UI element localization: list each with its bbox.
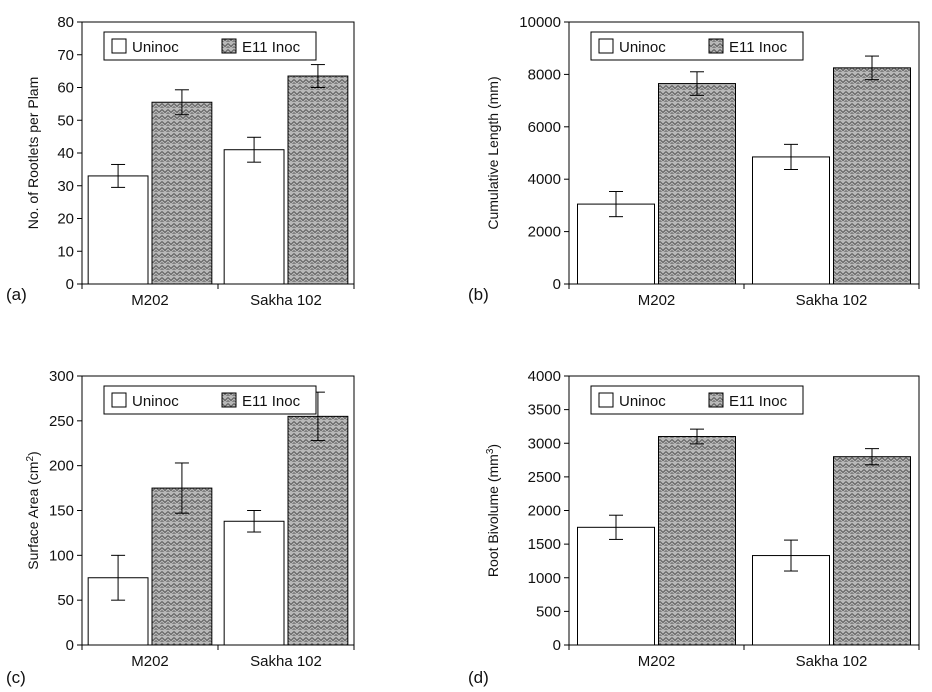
y-tick-label: 50 (57, 112, 74, 129)
y-tick-label: 1000 (528, 570, 561, 587)
bar-e11-inoc (658, 83, 736, 285)
y-tick-label: 500 (536, 603, 561, 620)
legend-swatch-e11-inoc (221, 392, 237, 408)
y-axis-title: No. of Rootlets per Plam (25, 77, 41, 230)
y-tick-label: 20 (57, 211, 74, 228)
x-category-label: Sakha 102 (796, 292, 868, 309)
legend-swatch-uninoc (111, 38, 127, 54)
legend-swatch-uninoc (598, 392, 614, 408)
bar-e11-inoc (658, 436, 736, 646)
y-tick-label: 100 (49, 547, 74, 564)
legend-swatch-uninoc (598, 38, 614, 54)
chart-panel-4: 0 500 1000 1500 2000 2500 3000 3500 4000 Root Biv… (468, 368, 920, 687)
x-category-label: M202 (131, 653, 169, 670)
y-tick-label: 2000 (528, 224, 561, 241)
panel-label: (b) (468, 285, 489, 304)
y-tick-label: 0 (553, 276, 561, 293)
bar-uninoc (752, 156, 830, 285)
y-tick-label: 60 (57, 80, 74, 97)
panel-label: (c) (6, 668, 26, 687)
y-tick-label: 150 (49, 503, 74, 520)
bar-e11-inoc (287, 415, 349, 646)
y-tick-label: 80 (57, 14, 74, 31)
y-axis-title: Surface Area (cm2) (25, 451, 42, 569)
y-tick-label: 50 (57, 592, 74, 609)
legend-label: E11 Inoc (729, 393, 788, 410)
legend-label: Uninoc (132, 39, 179, 56)
y-tick-label: 250 (49, 413, 74, 430)
bar-e11-inoc (833, 456, 911, 646)
y-tick-label: 8000 (528, 66, 561, 83)
bar-uninoc (577, 203, 655, 285)
y-tick-label: 10 (57, 243, 74, 260)
bar-uninoc (223, 149, 285, 285)
panel-label: (a) (6, 285, 27, 304)
y-tick-label: 300 (49, 368, 74, 385)
y-axis-title: Root Bivolume (mm3) (485, 444, 502, 577)
y-tick-label: 2500 (528, 469, 561, 486)
legend-label: Uninoc (619, 393, 666, 410)
chart-panel-1: 0 10 20 30 40 50 60 70 80 No. of Rootlets per Pla… (6, 14, 355, 309)
legend-swatch-e11-inoc (708, 38, 724, 54)
y-tick-label: 70 (57, 47, 74, 64)
bar-uninoc (577, 526, 655, 646)
y-tick-label: 0 (66, 637, 74, 654)
y-tick-label: 0 (553, 637, 561, 654)
chart-panel-3: 0 50 100 150 200 250 300 Surface Area (cm2) M202… (6, 368, 355, 687)
panel-label: (d) (468, 668, 489, 687)
y-tick-label: 0 (66, 276, 74, 293)
y-axis-title: Cumulative Length (mm) (485, 76, 501, 229)
bar-uninoc (87, 175, 149, 285)
legend-swatch-e11-inoc (708, 392, 724, 408)
x-category-label: Sakha 102 (796, 653, 868, 670)
x-category-label: Sakha 102 (250, 653, 322, 670)
x-category-label: M202 (638, 653, 676, 670)
y-tick-label: 3500 (528, 402, 561, 419)
legend-box (590, 385, 804, 415)
legend-box (103, 385, 317, 415)
bar-e11-inoc (151, 487, 213, 646)
legend-swatch-e11-inoc (221, 38, 237, 54)
y-tick-label: 30 (57, 178, 74, 195)
y-tick-label: 3000 (528, 435, 561, 452)
legend-swatch-uninoc (111, 392, 127, 408)
x-category-label: Sakha 102 (250, 292, 322, 309)
legend-label: Uninoc (132, 393, 179, 410)
chart-panel-2: 0 2000 4000 6000 8000 10000 Cumulative Length … (468, 14, 920, 309)
legend-box (103, 31, 317, 61)
y-tick-label: 4000 (528, 171, 561, 188)
bar-uninoc (223, 520, 285, 646)
y-tick-label: 2000 (528, 503, 561, 520)
bar-e11-inoc (287, 75, 349, 285)
bar-e11-inoc (833, 67, 911, 285)
y-axis-title-superscript: 3 (485, 448, 496, 454)
legend-label: E11 Inoc (242, 393, 301, 410)
y-tick-label: 40 (57, 145, 74, 162)
y-tick-label: 4000 (528, 368, 561, 385)
y-tick-label: 10000 (519, 14, 561, 31)
y-tick-label: 1500 (528, 536, 561, 553)
bar-e11-inoc (151, 101, 213, 285)
y-tick-label: 6000 (528, 119, 561, 136)
legend-label: E11 Inoc (729, 39, 788, 56)
legend-box (590, 31, 804, 61)
y-tick-label: 200 (49, 458, 74, 475)
x-category-label: M202 (131, 292, 169, 309)
legend-label: Uninoc (619, 39, 666, 56)
y-axis-title-superscript: 2 (25, 456, 36, 462)
legend-label: E11 Inoc (242, 39, 301, 56)
x-category-label: M202 (638, 292, 676, 309)
